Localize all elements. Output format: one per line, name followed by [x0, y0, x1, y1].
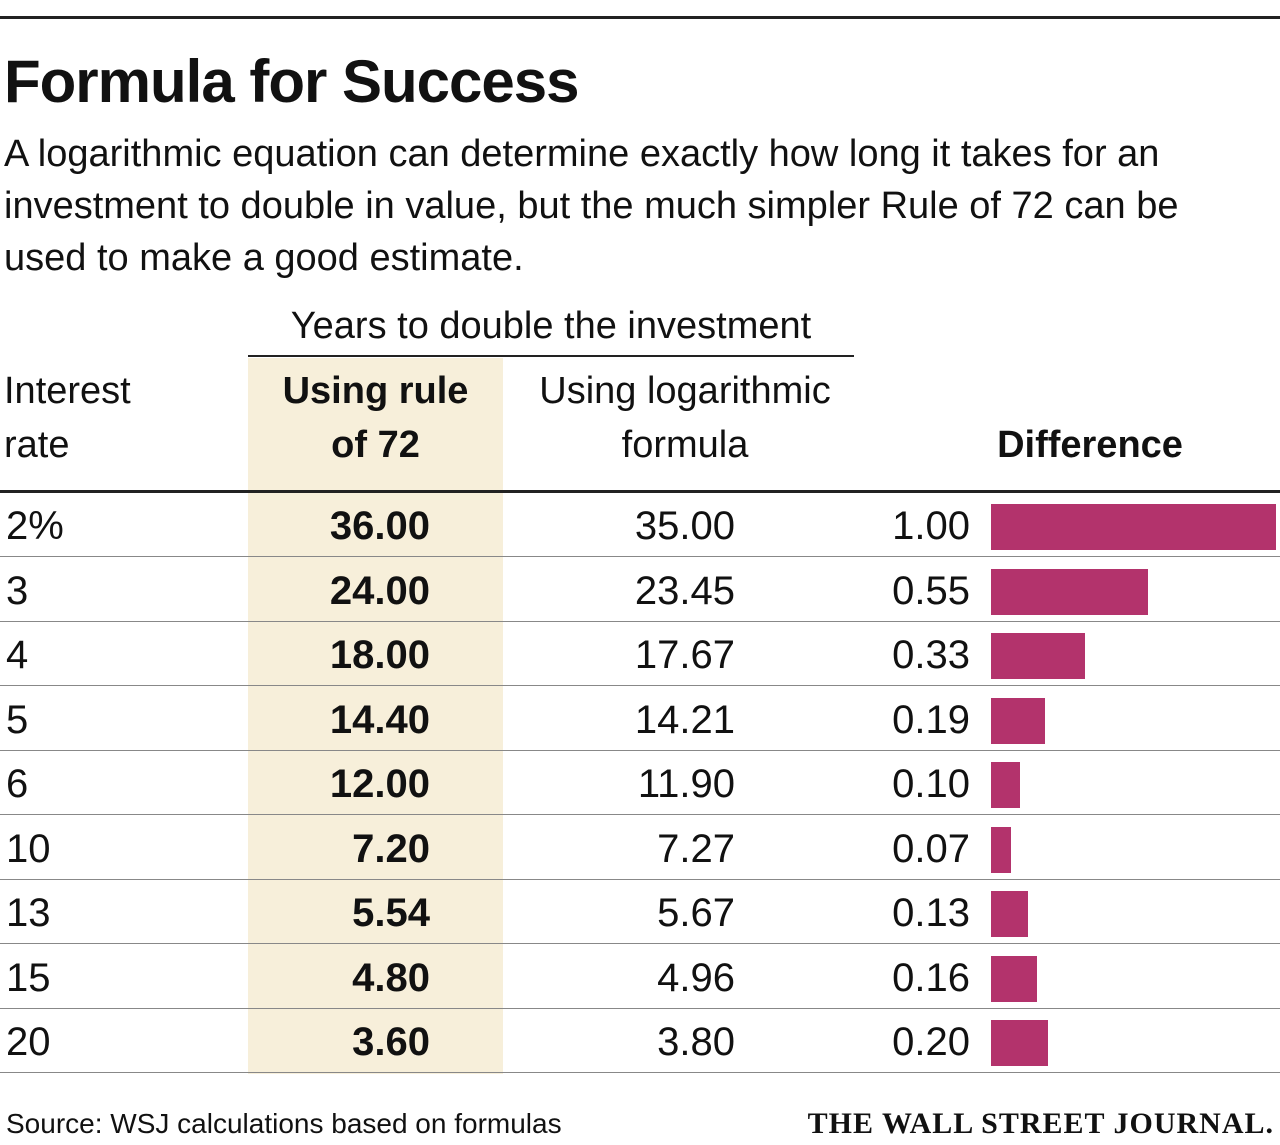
interest-rate-cell: 20: [6, 1020, 51, 1064]
column-header-rate-line2: rate: [4, 424, 70, 466]
column-header-rate: Interest rate: [4, 364, 224, 472]
difference-bar: [991, 633, 1085, 679]
log-formula-cell: 35.00: [634, 504, 735, 548]
rule72-cell: 12.00: [329, 762, 430, 806]
log-formula-cell: 23.45: [634, 568, 735, 613]
column-header-rule72-line1: Using rule: [282, 370, 469, 412]
group-header-rule: [248, 355, 854, 357]
rule72-cell: 3.60: [352, 1020, 430, 1064]
header-rule: [0, 490, 1280, 493]
rule72-cell: 4.80: [352, 955, 430, 1000]
row-divider: [0, 878, 1280, 880]
interest-rate-cell: 10: [6, 826, 51, 871]
difference-bar: [991, 1020, 1048, 1066]
table-row: 6 12.00 11.90 0.10: [0, 751, 1280, 815]
log-formula-cell: 17.67: [634, 633, 735, 677]
difference-bar: [991, 891, 1028, 937]
row-divider: [0, 1072, 1280, 1073]
interest-rate-cell: 6: [6, 762, 29, 806]
difference-value-label: 0.19: [892, 697, 970, 742]
log-formula-cell: 11.90: [637, 762, 735, 806]
column-header-rate-line1: Interest: [4, 370, 131, 412]
table-row: 4 18.00 17.67 0.33: [0, 622, 1280, 686]
interest-rate-cell: 3: [6, 568, 29, 613]
source-note: Source: WSJ calculations based on formul…: [6, 1108, 562, 1139]
column-header-difference: Difference: [997, 424, 1183, 466]
row-divider: [0, 1007, 1280, 1009]
column-header-log: Using logarithmic formula: [505, 364, 865, 472]
table-row: 3 24.00 23.45 0.55: [0, 558, 1280, 622]
table-row: 15 4.80 4.96 0.16: [0, 945, 1280, 1009]
group-header: Years to double the investment: [290, 305, 812, 347]
log-formula-cell: 4.96: [657, 955, 735, 1000]
difference-bar: [991, 826, 1011, 873]
rule72-column-highlight: [248, 358, 503, 1074]
row-divider: [0, 685, 1280, 686]
rule72-cell: 24.00: [329, 568, 430, 613]
difference-value-label: 0.20: [892, 1020, 970, 1064]
rule72-cell: 18.00: [329, 633, 430, 677]
rule72-cell: 7.20: [352, 826, 430, 871]
difference-value-label: 0.33: [892, 633, 970, 677]
difference-bar: [991, 504, 1276, 550]
column-header-log-line2: formula: [621, 424, 749, 466]
top-rule: [0, 16, 1280, 19]
interest-rate-cell: 13: [6, 891, 51, 935]
publisher-logo: THE WALL STREET JOURNAL.: [807, 1107, 1274, 1140]
chart-subtitle: A logarithmic equation can determine exa…: [4, 133, 1179, 279]
rule72-cell: 5.54: [352, 891, 430, 935]
row-divider: [0, 943, 1280, 944]
difference-bar: [991, 568, 1148, 615]
table-row: 13 5.54 5.67 0.13: [0, 880, 1280, 944]
interest-rate-cell: 15: [6, 955, 51, 1000]
row-divider: [0, 556, 1280, 557]
chart-title: Formula for Success: [4, 48, 580, 115]
column-header-rule72-line2: of 72: [331, 424, 420, 466]
difference-bar: [991, 697, 1045, 744]
difference-value-label: 0.10: [892, 762, 970, 806]
log-formula-cell: 3.80: [657, 1020, 735, 1064]
table-row: 2% 36.00 35.00 1.00: [0, 493, 1280, 557]
interest-rate-cell: 2%: [6, 504, 64, 548]
difference-bar: [991, 762, 1020, 808]
difference-value-label: 0.07: [892, 826, 970, 871]
rule72-cell: 36.00: [329, 504, 430, 548]
row-divider: [0, 814, 1280, 815]
difference-value-label: 0.16: [892, 955, 970, 1000]
table-row: 10 7.20 7.27 0.07: [0, 816, 1280, 880]
difference-value-label: 0.13: [892, 891, 970, 935]
difference-value-label: 1.00: [892, 504, 970, 548]
column-header-log-line1: Using logarithmic: [539, 370, 831, 412]
table-row: 5 14.40 14.21 0.19: [0, 687, 1280, 751]
interest-rate-cell: 5: [6, 697, 29, 742]
table-row: 20 3.60 3.80 0.20: [0, 1009, 1280, 1073]
difference-value-label: 0.55: [892, 568, 970, 613]
log-formula-cell: 14.21: [634, 697, 735, 742]
rule72-cell: 14.40: [329, 697, 430, 742]
row-divider: [0, 620, 1280, 622]
log-formula-cell: 5.67: [657, 891, 735, 935]
row-divider: [0, 749, 1280, 751]
difference-bar: [991, 955, 1037, 1002]
log-formula-cell: 7.27: [657, 826, 735, 871]
interest-rate-cell: 4: [6, 633, 29, 677]
column-header-rule72: Using rule of 72: [248, 364, 503, 472]
